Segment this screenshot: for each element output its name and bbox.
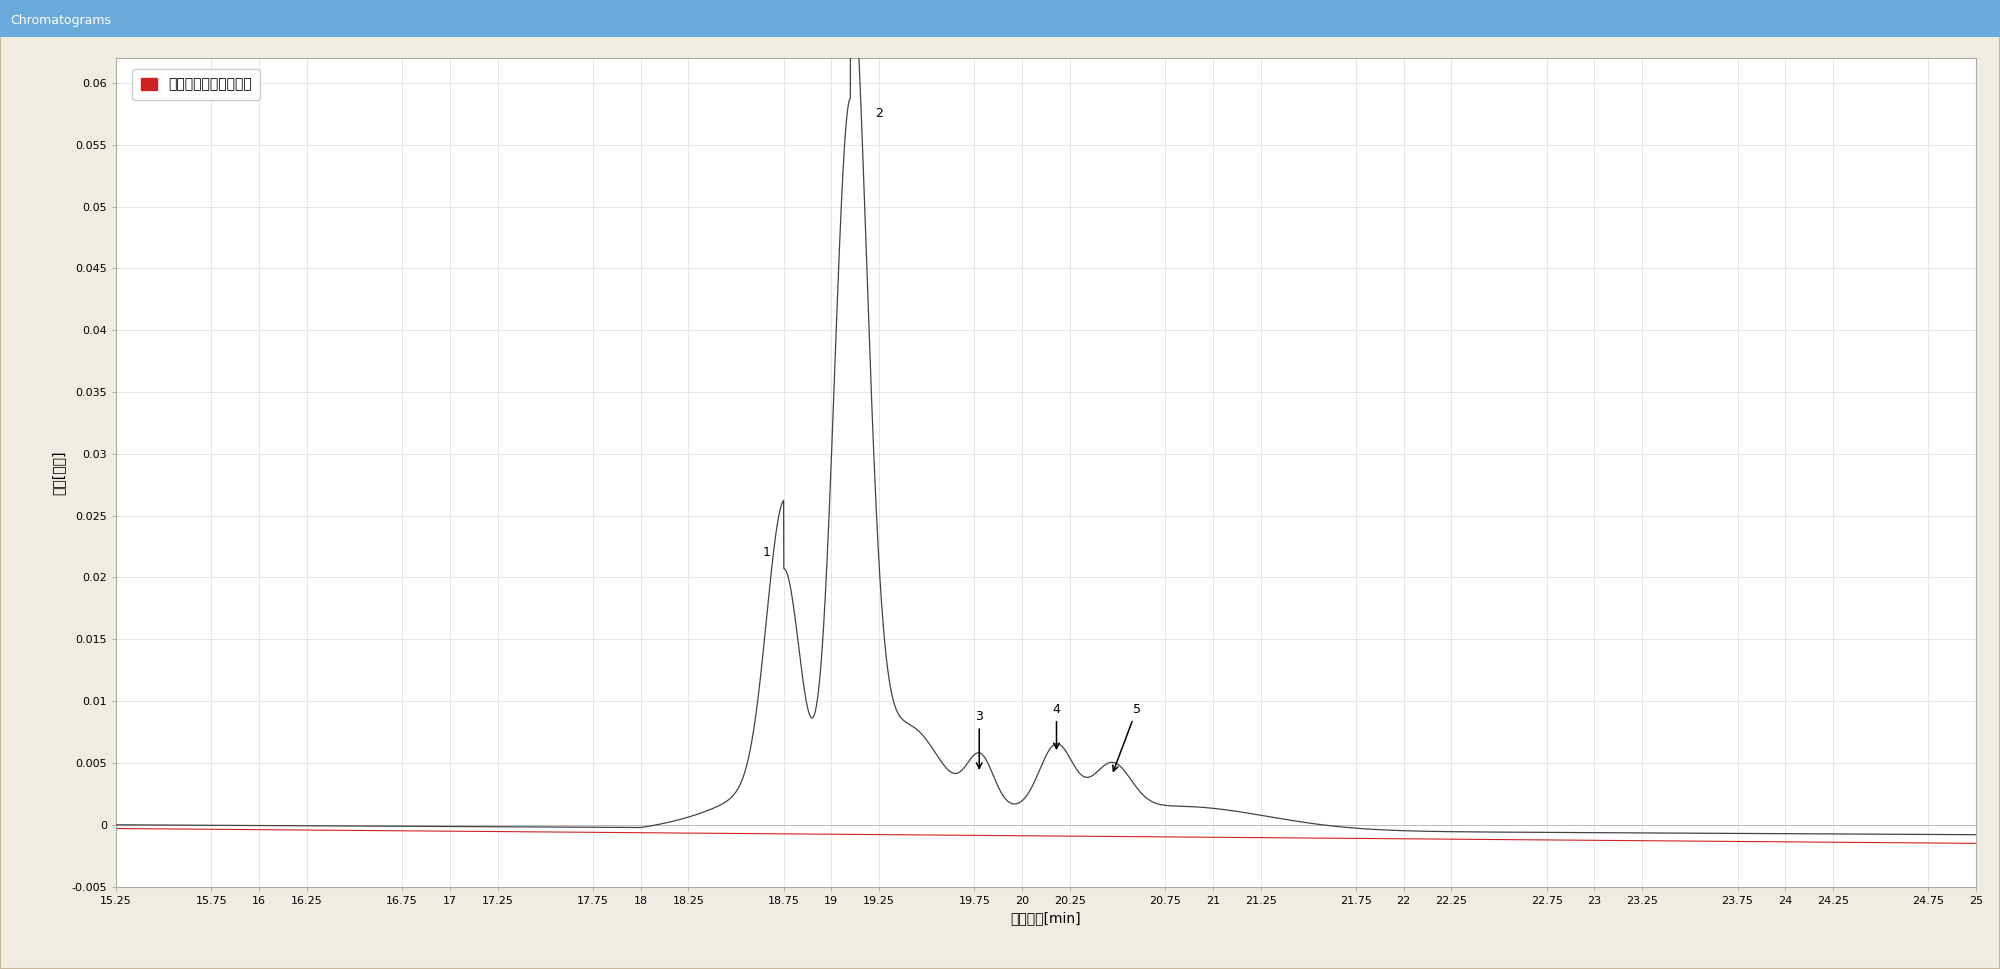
Text: 1: 1 [762,546,770,559]
Text: 3: 3 [976,710,984,768]
Text: 4: 4 [1052,703,1060,749]
Legend: 样品进样前的空白进样: 样品进样前的空白进样 [132,69,260,100]
X-axis label: 保留时间[min]: 保留时间[min] [1010,911,1082,925]
Text: 5: 5 [1112,703,1140,771]
Y-axis label: 强度[计数]: 强度[计数] [52,451,66,494]
Text: 2: 2 [876,107,884,120]
Text: Chromatograms: Chromatograms [10,14,112,27]
